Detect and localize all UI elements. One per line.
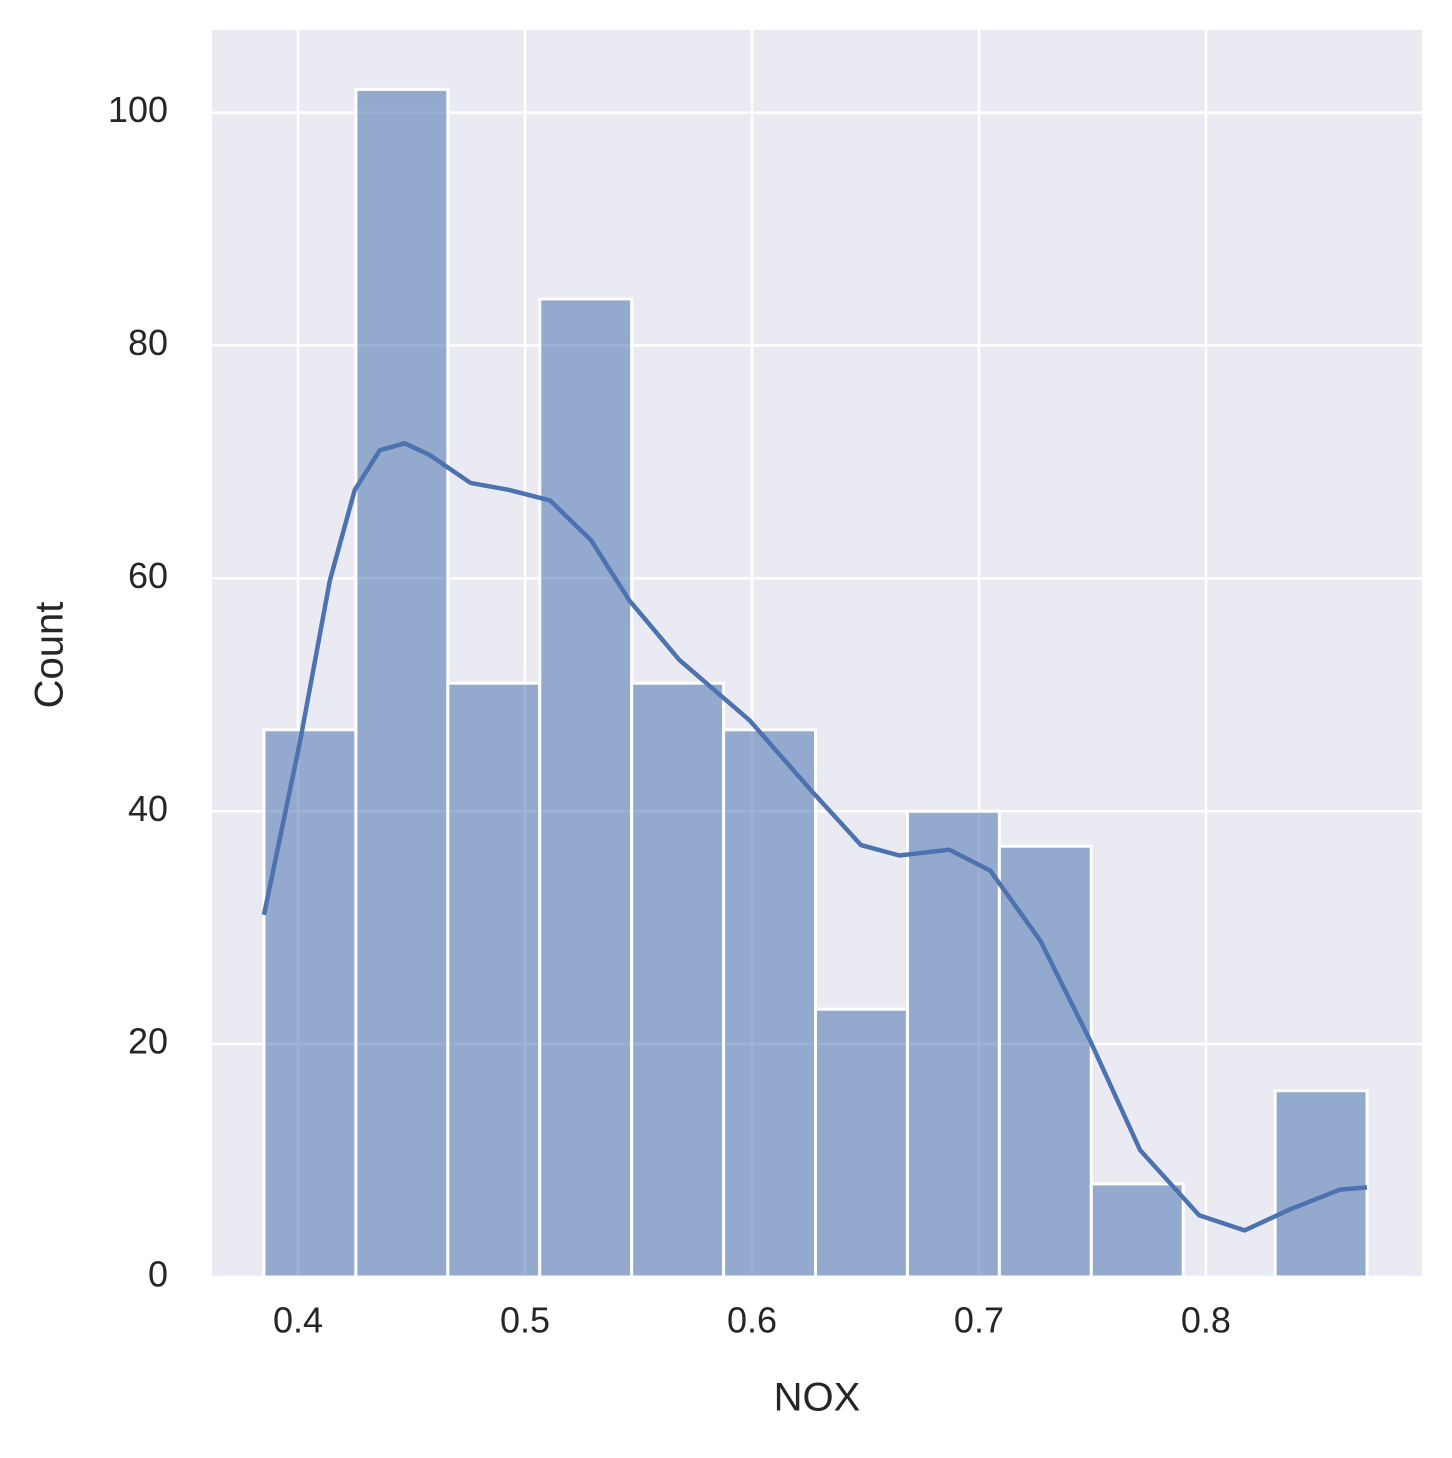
y-tick-label: 40 (128, 788, 168, 829)
x-tick-label: 0.6 (727, 1300, 777, 1341)
bar (538, 297, 634, 1279)
bar (354, 87, 450, 1279)
bar (814, 1007, 909, 1279)
x-tick-label: 0.8 (1181, 1300, 1231, 1341)
bar (905, 809, 1001, 1279)
y-tick-label: 0 (148, 1254, 168, 1295)
bar (262, 728, 358, 1279)
x-axis-label: NOX (774, 1376, 861, 1420)
x-tick-label: 0.4 (273, 1300, 323, 1341)
bar (630, 681, 726, 1279)
bar (1089, 1182, 1185, 1279)
bar (997, 844, 1093, 1279)
bar (722, 728, 818, 1279)
kde-line (261, 441, 1368, 1233)
y-tick-label: 80 (128, 322, 168, 363)
y-tick-label: 100 (108, 89, 168, 130)
y-tick-label: 60 (128, 555, 168, 596)
y-tick-label: 20 (128, 1021, 168, 1062)
y-axis-label: Count (28, 602, 72, 709)
bar (446, 681, 542, 1279)
bar (1273, 1089, 1369, 1279)
x-tick-label: 0.5 (500, 1300, 550, 1341)
x-tick-label: 0.7 (954, 1300, 1004, 1341)
